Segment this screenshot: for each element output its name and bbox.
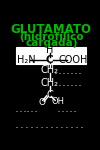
Text: .: . (77, 64, 81, 77)
Text: .: . (60, 118, 64, 131)
Text: .: . (65, 102, 69, 115)
Text: .: . (73, 76, 77, 89)
Text: .: . (14, 118, 18, 131)
Text: .: . (58, 76, 62, 89)
Text: .: . (26, 102, 30, 115)
Text: .: . (19, 118, 23, 131)
Text: C: C (46, 55, 54, 65)
Text: .: . (62, 76, 66, 89)
Text: .: . (34, 102, 38, 115)
Text: .: . (58, 64, 62, 77)
Text: .: . (57, 102, 61, 115)
Text: .: . (66, 76, 69, 89)
Text: .: . (62, 64, 66, 77)
Text: .: . (80, 118, 84, 131)
Text: .: . (72, 102, 76, 115)
Text: .: . (55, 118, 59, 131)
Text: .: . (45, 118, 49, 131)
Text: .: . (69, 64, 73, 77)
Text: .: . (54, 64, 58, 77)
Text: .: . (69, 102, 73, 115)
Text: .: . (40, 118, 44, 131)
Text: .: . (18, 102, 22, 115)
Text: cargada): cargada) (25, 38, 78, 48)
Text: .: . (65, 118, 69, 131)
Text: H: H (46, 45, 53, 55)
Text: .: . (30, 118, 34, 131)
Text: .: . (22, 102, 26, 115)
Text: (hidrofílico: (hidrofílico (19, 31, 84, 42)
Text: .: . (54, 76, 58, 89)
Text: .: . (30, 102, 34, 115)
Text: .: . (34, 118, 38, 131)
Text: .: . (75, 118, 79, 131)
Text: .: . (61, 102, 65, 115)
Text: .: . (70, 118, 74, 131)
Text: .: . (77, 76, 81, 89)
Text: .: . (73, 64, 77, 77)
Text: .: . (66, 64, 69, 77)
Text: C: C (46, 90, 53, 100)
Text: COOH: COOH (58, 55, 88, 65)
Text: CH₂: CH₂ (41, 65, 59, 75)
Text: H₂N: H₂N (17, 55, 36, 65)
Text: OH: OH (52, 98, 65, 106)
Text: CH₂: CH₂ (41, 78, 59, 88)
Text: .: . (24, 118, 28, 131)
Text: O: O (38, 98, 45, 107)
Text: .: . (14, 102, 18, 115)
Text: .: . (50, 118, 54, 131)
Bar (16, 47, 86, 64)
Text: GLUTAMATO: GLUTAMATO (11, 23, 92, 36)
Text: .: . (69, 76, 73, 89)
